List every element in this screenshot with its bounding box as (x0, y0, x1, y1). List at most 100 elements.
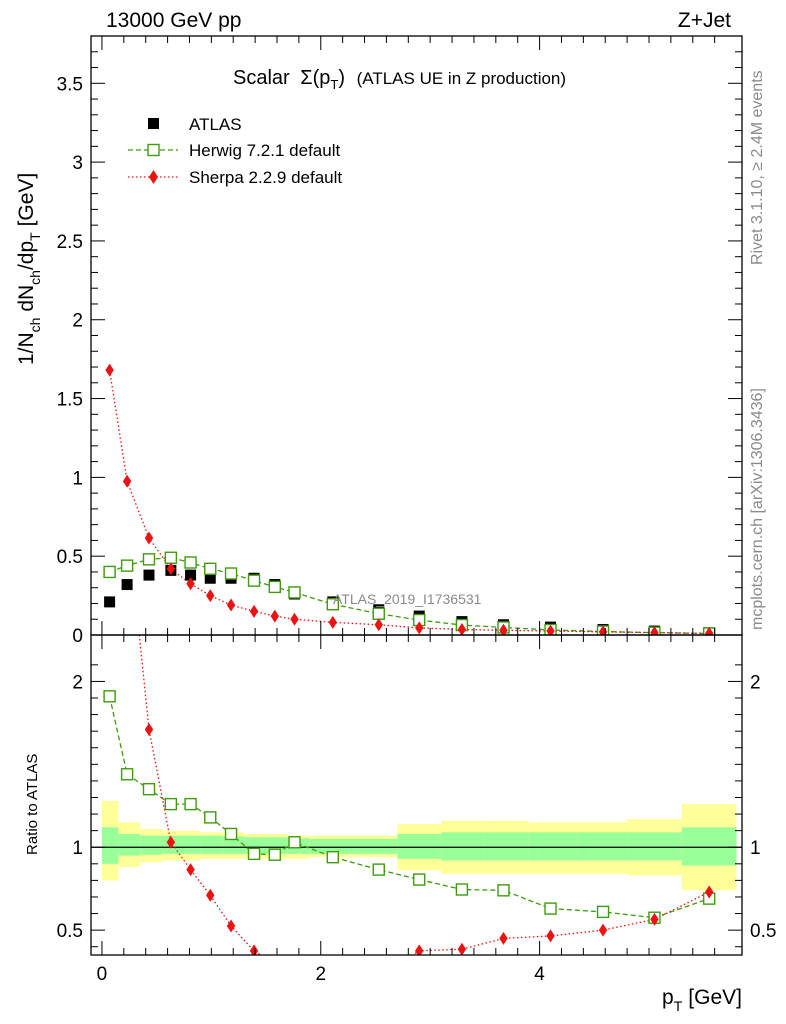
ratio-ytick-label: 1 (72, 838, 83, 859)
sherpa-point (226, 598, 236, 612)
sherpa-point (122, 474, 132, 488)
watermark: ATLAS_2019_I1736531 (333, 591, 482, 607)
herwig-point (120, 559, 134, 572)
ratio-sherpa-point (166, 835, 176, 849)
ratio-panel-frame (90, 634, 743, 956)
legend: ATLAS Herwig 7.2.1 default Sherpa 2.2.9 … (128, 115, 342, 187)
title-close: ) (338, 67, 345, 89)
ratio-panel: 0.5 0.5 1 1 2 2 0 2 4 Ratio to ATLAS pT [GeV] (24, 509, 776, 1014)
ratio-sherpa-point (499, 931, 508, 945)
ratio-herwig-point (372, 863, 385, 876)
herwig-point (164, 551, 178, 564)
ratio-xtick-label: 0 (97, 964, 108, 985)
ratio-xtick-label: 4 (534, 964, 545, 985)
sherpa-point (166, 562, 176, 576)
ratio-herwig-point (413, 873, 426, 886)
top-ytick-label: 2.5 (57, 232, 83, 253)
sherpa-point (374, 618, 383, 632)
legend-entry-herwig: Herwig 7.2.1 default (128, 141, 340, 160)
stat-band (101, 827, 119, 864)
legend-label-atlas: ATLAS (189, 115, 242, 134)
legend-entry-atlas: ATLAS (148, 115, 242, 134)
ratio-sherpa-point (123, 509, 131, 522)
title-subscript: T (330, 77, 338, 92)
ratio-xlabel: pT [GeV] (662, 986, 742, 1014)
title-main: Scalar (233, 67, 290, 89)
atlas-point (143, 569, 155, 581)
ratio-herwig-point (247, 847, 261, 861)
atlas-point (121, 579, 133, 591)
sherpa-point (328, 615, 337, 629)
ratio-sherpa-point (290, 965, 298, 978)
ratio-ytick-label: 0.5 (57, 921, 83, 942)
legend-label-sherpa: Sherpa 2.2.9 default (189, 168, 342, 187)
stat-band (681, 827, 737, 866)
mcplots-credit: mcplots.cern.ch [arXiv:1306.3436] (749, 388, 766, 630)
stat-band (222, 836, 245, 854)
herwig-point (184, 556, 197, 569)
herwig-point (372, 607, 385, 620)
sherpa-point (144, 531, 154, 545)
sherpa-point (415, 621, 424, 635)
top-ytick-label: 3 (72, 153, 83, 174)
herwig-point (142, 553, 156, 566)
ratio-herwig-point (326, 850, 339, 864)
ratio-ytick-label-right: 1 (750, 838, 761, 859)
top-ytick-label: 1.5 (57, 390, 83, 411)
ratio-sherpa-point (144, 723, 154, 737)
legend-marker-herwig (147, 143, 160, 157)
ratio-sherpa-point (329, 973, 337, 986)
stat-band (484, 832, 529, 861)
ratio-sherpa-point (226, 919, 236, 933)
sherpa-point (650, 626, 659, 635)
ratio-herwig-point (497, 884, 510, 897)
top-ytick-label: 0.5 (57, 547, 83, 568)
herwig-point (268, 580, 282, 594)
ratio-herwig-point (224, 827, 238, 841)
stat-band (577, 832, 628, 861)
legend-label-herwig: Herwig 7.2.1 default (189, 141, 340, 160)
ratio-herwig-point (288, 836, 301, 849)
stat-band (528, 832, 578, 861)
title-tail: (ATLAS UE in Z production) (357, 69, 566, 88)
ratio-sherpa-point (704, 885, 714, 899)
stat-band (140, 835, 163, 855)
title-sigma: Σ(p (300, 67, 330, 89)
ratio-ytick-label: 2 (72, 672, 83, 693)
atlas-point (185, 569, 197, 581)
herwig-point (326, 598, 339, 611)
plot-title: Scalar Σ(pT) (ATLAS UE in Z production) (233, 67, 566, 92)
top-ytick-label: 0 (72, 626, 83, 647)
ratio-ytick-label-right: 0.5 (750, 921, 776, 942)
herwig-point (247, 574, 261, 587)
herwig-point (288, 586, 301, 599)
herwig-point (103, 565, 116, 579)
ratio-herwig-point (103, 690, 116, 703)
legend-marker-atlas (148, 118, 159, 129)
atlas-point (204, 572, 216, 584)
ratio-xtick-label: 2 (315, 964, 326, 985)
ratio-herwig-point (204, 811, 217, 824)
stat-band (184, 835, 201, 854)
ratio-sherpa-point (650, 912, 659, 926)
ratio-herwig-line (108, 696, 710, 919)
atlas-point (104, 596, 116, 608)
sherpa-point (457, 622, 467, 635)
ratio-sherpa-point (457, 942, 467, 955)
stat-band (441, 832, 485, 861)
sherpa-point (249, 604, 259, 618)
ratio-herwig-point (455, 883, 469, 896)
top-ytick-label: 2 (72, 311, 83, 332)
herwig-point (224, 567, 238, 580)
sherpa-point (499, 623, 508, 635)
ratio-ytick-label-right: 2 (750, 672, 761, 693)
sherpa-point (105, 363, 114, 377)
ratio-sherpa-point (415, 944, 424, 955)
rivet-version: Rivet 3.1.10, ≥ 2.4M events (749, 70, 766, 265)
sherpa-point (206, 589, 215, 603)
ratio-herwig-point (596, 905, 610, 919)
stat-band (353, 838, 398, 854)
ratio-ylabel: Ratio to ATLAS (24, 754, 41, 855)
sherpa-point (546, 624, 555, 635)
